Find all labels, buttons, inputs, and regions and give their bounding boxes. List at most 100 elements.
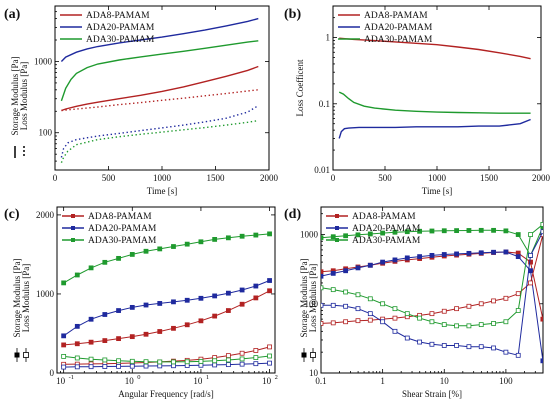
data-point (102, 357, 108, 363)
data-point (61, 280, 67, 286)
data-point (267, 278, 272, 283)
plot-area (338, 37, 531, 139)
filled-marker-glyph (301, 352, 307, 358)
series-line-4 (63, 362, 270, 368)
y-tick-label: 100 (39, 128, 53, 138)
data-point (225, 290, 231, 296)
y-tick-label: 0 (50, 368, 55, 378)
y-axis-label-storage: Storage Modulus [Pa] (12, 259, 22, 338)
data-point (129, 334, 135, 340)
x-tick-label: 2000 (260, 173, 279, 183)
x-tick-label: 10 (440, 376, 450, 386)
data-point (454, 251, 459, 257)
data-point (528, 232, 533, 237)
data-point (74, 364, 80, 370)
y-axis-label-storage: Storage Modulus [Pa] (10, 57, 20, 136)
data-point (129, 363, 135, 369)
data-point (429, 311, 435, 317)
data-point (321, 285, 324, 291)
data-point (239, 350, 245, 356)
data-point (225, 235, 231, 241)
data-point (503, 228, 509, 234)
series-line-1 (338, 118, 531, 139)
data-point (116, 363, 121, 369)
x-tick-label: 100 (499, 376, 513, 386)
data-point (503, 319, 509, 325)
data-point (429, 228, 435, 234)
data-point (321, 321, 324, 326)
data-point (253, 295, 259, 301)
legend-marker (335, 238, 339, 242)
data-point (157, 246, 163, 252)
panel-label: (d) (284, 207, 301, 222)
data-point (478, 227, 484, 233)
data-point (454, 323, 459, 329)
data-point (330, 234, 336, 240)
legend-marker (335, 226, 339, 230)
data-point (184, 359, 190, 365)
data-point (267, 344, 272, 350)
data-point (129, 252, 135, 257)
x-tick-label: 1500 (480, 173, 499, 183)
y-tick-label: 0.1 (319, 99, 330, 109)
x-tick-label: 10 (262, 376, 272, 386)
data-point (74, 355, 80, 361)
legend-marker (71, 214, 75, 218)
data-point (540, 316, 543, 322)
data-point (441, 252, 447, 257)
data-point (429, 319, 435, 325)
data-point (143, 248, 149, 254)
x-tick-label: 1500 (207, 173, 226, 183)
y-tick-label: 10 (309, 368, 319, 378)
series-line-0 (63, 290, 270, 346)
series-line-3 (61, 89, 259, 112)
data-point (321, 235, 324, 241)
data-point (88, 364, 94, 370)
data-point (253, 283, 259, 289)
data-point (116, 358, 121, 364)
legend-label: ADA30-PAMAM (364, 35, 433, 45)
data-point (491, 321, 496, 326)
data-point (404, 335, 410, 341)
y-tick-label: 1000 (300, 230, 319, 240)
data-point (239, 233, 245, 239)
y-tick-label: 0.01 (314, 165, 330, 175)
data-point (491, 227, 496, 233)
data-point (239, 356, 245, 362)
data-point (116, 308, 121, 313)
x-tick-label: 0 (331, 173, 336, 183)
data-point (157, 359, 163, 365)
y-axis-label: Loss Coefficent (295, 59, 305, 117)
data-point (129, 304, 135, 310)
data-point (380, 230, 386, 236)
y-tick-label: 1000 (34, 56, 53, 66)
data-point (239, 361, 245, 367)
data-point (540, 358, 543, 364)
data-point (466, 303, 472, 309)
x-tick-label: 500 (378, 173, 392, 183)
data-point (392, 229, 398, 235)
series-line-5 (60, 119, 259, 163)
panel-label: (a) (4, 7, 21, 22)
plot-area (61, 231, 272, 370)
data-point (355, 292, 361, 298)
data-point (343, 289, 349, 295)
legend-marker (335, 214, 339, 218)
legend-label: ADA8-PAMAM (88, 212, 152, 222)
data-point (143, 331, 149, 337)
data-point (61, 353, 67, 359)
data-point (198, 239, 204, 245)
data-point (212, 358, 218, 364)
data-point (392, 257, 398, 263)
data-point (466, 250, 472, 256)
data-point (330, 320, 336, 326)
y-axis-label-loss: Loss Modulus [Pa] (308, 264, 318, 333)
x-tick-label: 1000 (428, 173, 447, 183)
legend-label: ADA30-PAMAM (86, 35, 155, 45)
data-point (61, 342, 67, 348)
data-point (441, 343, 447, 348)
data-point (429, 341, 435, 347)
data-point (198, 318, 204, 324)
legend-label: ADA30-PAMAM (352, 236, 421, 246)
